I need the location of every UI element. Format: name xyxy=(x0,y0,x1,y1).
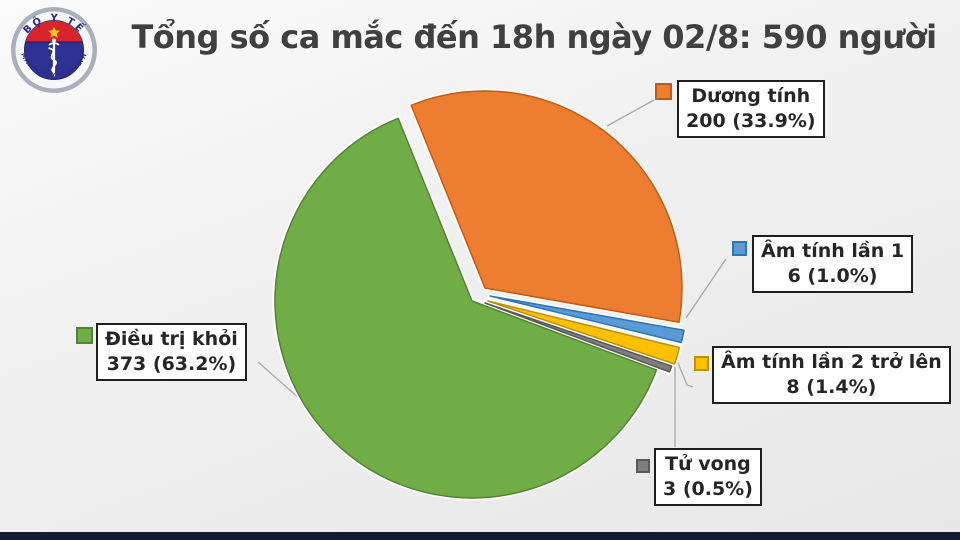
legend-marker-am-tinh-lan-1 xyxy=(732,241,747,256)
ministry-of-health-logo: BỘ Y TẾ MINISTRY OF HEALTH xyxy=(8,4,100,100)
callout-am-tinh-lan-2: Âm tính lần 2 trở lên 8 (1.4%) xyxy=(712,346,951,404)
leader-line-0 xyxy=(606,99,655,127)
callout-value: 200 (33.9%) xyxy=(686,110,816,132)
pie-slice-3 xyxy=(484,302,673,373)
callout-dieu-tri-khoi: Điều trị khỏi 373 (63.2%) xyxy=(96,323,247,381)
callout-label: Âm tính lần 2 trở lên xyxy=(721,351,942,373)
callout-value: 373 (63.2%) xyxy=(106,353,237,375)
pie-slice-2 xyxy=(487,300,681,365)
callout-value: 3 (0.5%) xyxy=(663,478,753,500)
moh-emblem-icon: BỘ Y TẾ MINISTRY OF HEALTH xyxy=(11,7,97,93)
leader-line-1 xyxy=(685,258,727,319)
legend-marker-tu-vong xyxy=(636,459,650,473)
callout-label: Âm tính lần 1 xyxy=(761,240,905,262)
callout-am-tinh-lan-1: Âm tính lần 1 6 (1.0%) xyxy=(752,235,914,293)
legend-marker-am-tinh-lan-2 xyxy=(694,356,709,371)
callout-duong-tinh: Dương tính 200 (33.9%) xyxy=(677,80,825,138)
page-title: Tổng số ca mắc đến 18h ngày 02/8: 590 ng… xyxy=(131,18,937,56)
callout-tu-vong: Tử vong 3 (0.5%) xyxy=(654,448,762,506)
callout-value: 6 (1.0%) xyxy=(787,265,878,287)
pie-slice-1 xyxy=(489,295,685,344)
callout-label: Tử vong xyxy=(665,453,751,475)
staff-of-aesculapius-icon xyxy=(48,38,60,77)
pie-slice-4 xyxy=(274,117,658,499)
callout-label: Điều trị khỏi xyxy=(105,328,238,350)
footer-bar xyxy=(0,532,960,540)
star-icon xyxy=(48,26,60,38)
pie-slice-0 xyxy=(410,90,683,324)
callout-value: 8 (1.4%) xyxy=(786,376,877,398)
callout-label: Dương tính xyxy=(691,85,811,107)
legend-marker-duong-tinh xyxy=(655,83,672,100)
legend-marker-dieu-tri-khoi xyxy=(76,327,93,344)
